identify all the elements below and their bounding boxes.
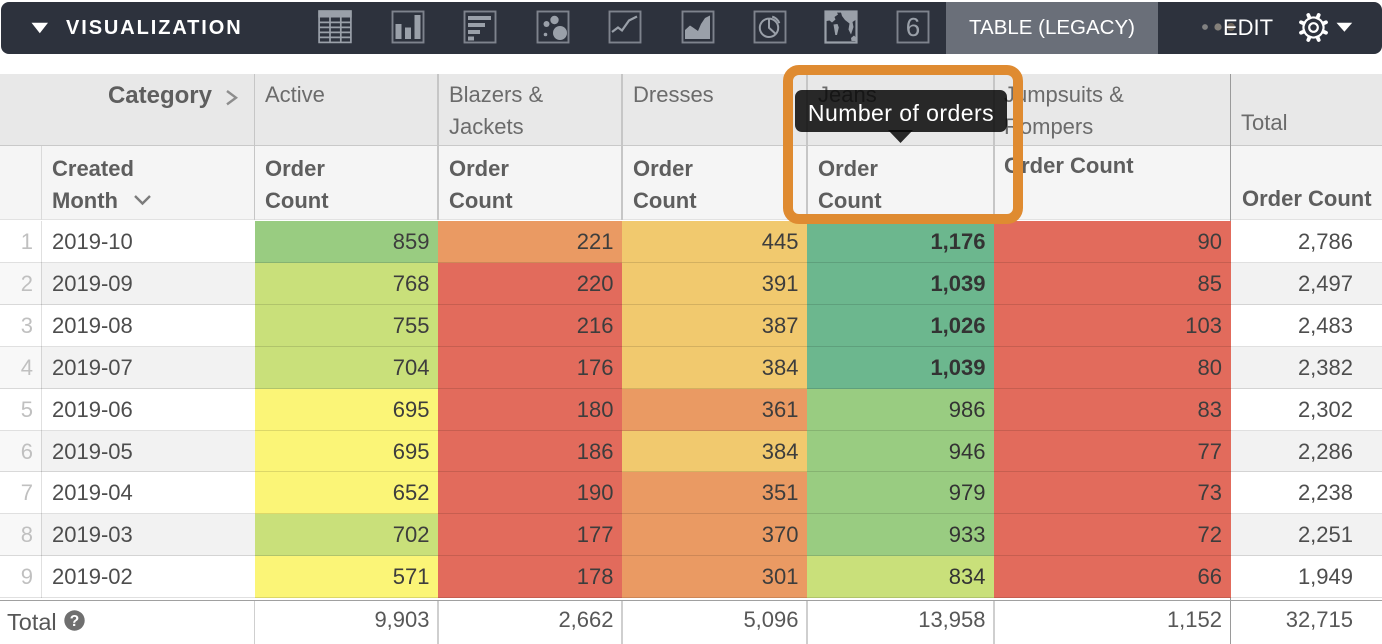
svg-text:6: 6: [906, 12, 920, 42]
svg-text:?: ?: [70, 613, 79, 630]
